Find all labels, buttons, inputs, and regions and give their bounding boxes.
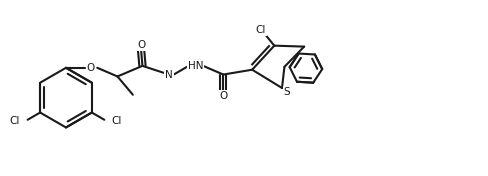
- Text: O: O: [137, 40, 145, 50]
- Text: HN: HN: [188, 61, 203, 71]
- Text: Cl: Cl: [10, 116, 20, 126]
- Text: Cl: Cl: [112, 116, 122, 126]
- Text: S: S: [284, 87, 290, 97]
- Text: Cl: Cl: [256, 25, 266, 35]
- Text: O: O: [87, 63, 95, 73]
- Text: O: O: [219, 91, 227, 101]
- Text: N: N: [165, 70, 173, 80]
